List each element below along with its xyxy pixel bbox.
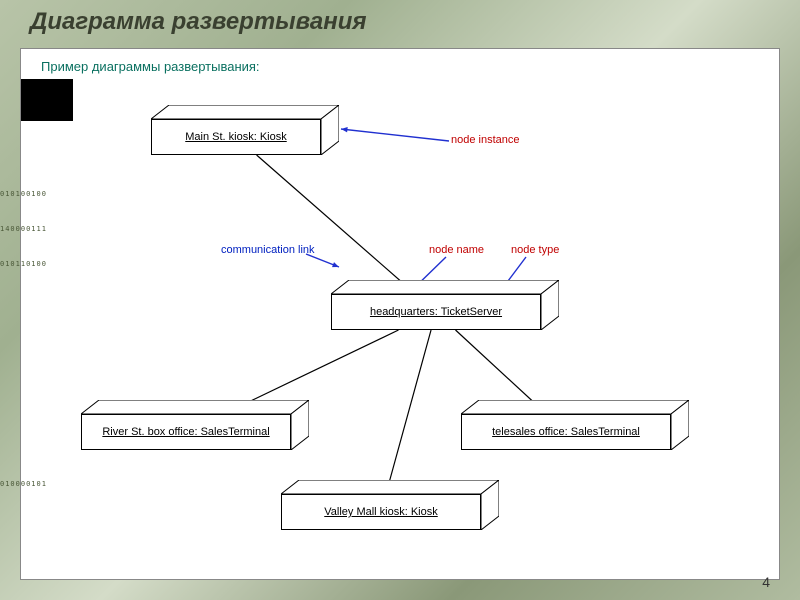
node-valley: Valley Mall kiosk: Kiosk [281, 494, 499, 544]
annotation-comm_link: communication link [221, 244, 315, 256]
node-river: River St. box office: SalesTerminal [81, 414, 309, 464]
node-label-river: River St. box office: SalesTerminal [81, 414, 291, 450]
node-label-valley: Valley Mall kiosk: Kiosk [281, 494, 481, 530]
diagram-canvas: Пример диаграммы развертывания: Main St.… [20, 48, 780, 580]
edge-hq-valley [386, 330, 431, 494]
annotation-node_type: node type [511, 244, 559, 256]
edge-kiosk_main-hq [257, 155, 416, 294]
node-telesales: telesales office: SalesTerminal [461, 414, 689, 464]
subtitle: Пример диаграммы развертывания: [41, 59, 260, 74]
node-label-telesales: telesales office: SalesTerminal [461, 414, 671, 450]
annotation-node_instance: node instance [451, 134, 520, 146]
node-hq: headquarters: TicketServer [331, 294, 559, 344]
bg-bits-2: 140000111 [0, 225, 47, 233]
annotation-arrow-node_instance [341, 127, 449, 141]
bg-bits-4: 010000101 [0, 480, 47, 488]
page-title: Диаграмма развертывания [30, 8, 367, 36]
bg-bits-3: 010110100 [0, 260, 47, 268]
node-kiosk_main: Main St. kiosk: Kiosk [151, 119, 339, 169]
node-label-hq: headquarters: TicketServer [331, 294, 541, 330]
page-number: 4 [762, 574, 770, 590]
annotation-node_name: node name [429, 244, 484, 256]
node-label-kiosk_main: Main St. kiosk: Kiosk [151, 119, 321, 155]
bg-bits-1: 010100100 [0, 190, 47, 198]
corner-block [21, 79, 73, 121]
